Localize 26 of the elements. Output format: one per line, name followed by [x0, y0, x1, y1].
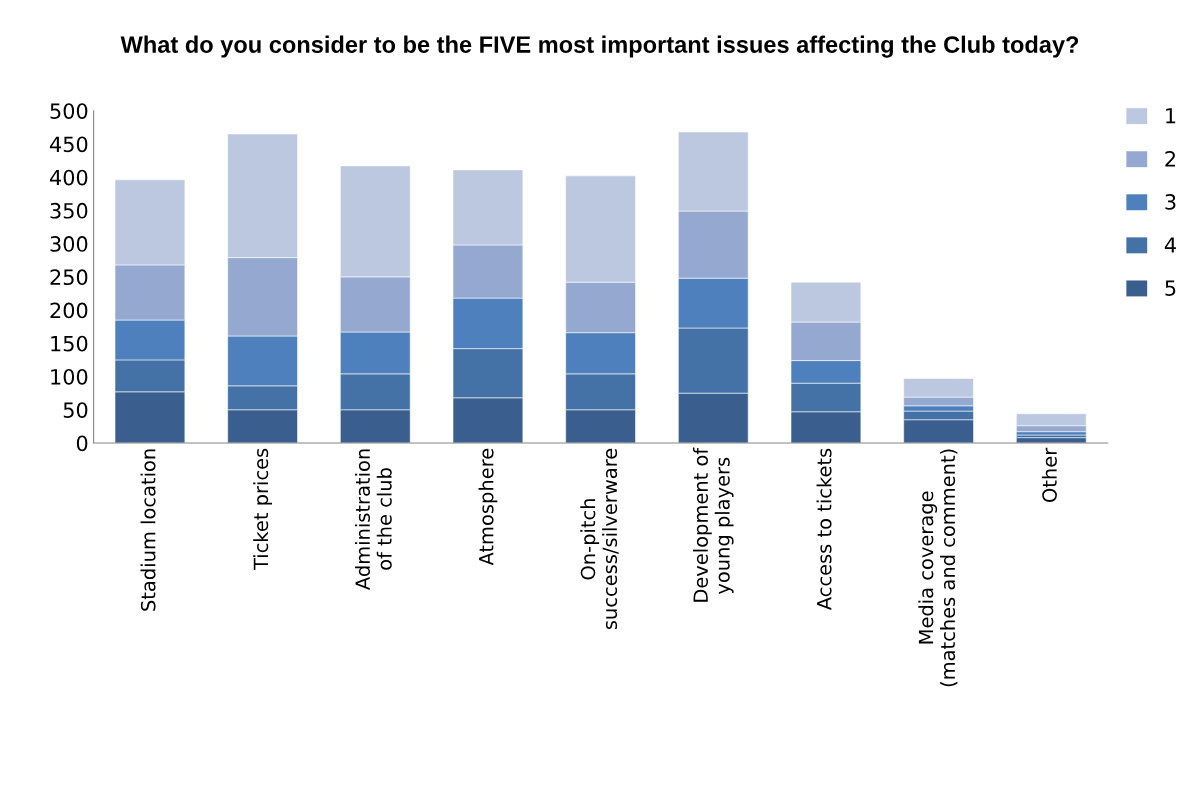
- x-tick-label: Other: [1041, 447, 1057, 502]
- x-tick-label: Stadium location: [140, 449, 156, 611]
- x-tick-label: On-pitch success/silverware: [580, 448, 619, 630]
- legend-label: 5: [1165, 280, 1176, 296]
- x-tick-label: Atmosphere: [478, 448, 498, 566]
- x-tick-label: Access to tickets: [816, 448, 832, 611]
- x-tick-label: Media coverage (matches and comment): [918, 449, 958, 687]
- y-tick-label: 150: [51, 335, 88, 352]
- legend-label: 3: [1165, 194, 1176, 210]
- x-tick-label: Administration of the club: [354, 449, 392, 590]
- y-tick-label: 0: [76, 435, 88, 452]
- y-tick-label: 450: [49, 136, 88, 153]
- y-tick-label: 100: [51, 368, 88, 385]
- y-tick-label: 400: [49, 169, 88, 186]
- y-tick-label: 200: [50, 302, 88, 319]
- chart-title: What do you consider to be the FIVE most important issues affecting the Club today?: [120, 35, 1079, 58]
- x-tick-label: Ticket prices: [253, 448, 273, 571]
- y-tick-label: 50: [63, 402, 88, 418]
- x-tick-label: Development of young players: [692, 447, 734, 602]
- y-tick-label: 350: [50, 202, 88, 219]
- legend-label: 4: [1164, 237, 1176, 253]
- y-tick-label: 250: [50, 269, 88, 286]
- legend-label: 1: [1166, 108, 1176, 124]
- y-tick-label: 300: [50, 236, 88, 252]
- y-tick-label: 500: [50, 103, 88, 119]
- legend-label: 2: [1165, 150, 1176, 167]
